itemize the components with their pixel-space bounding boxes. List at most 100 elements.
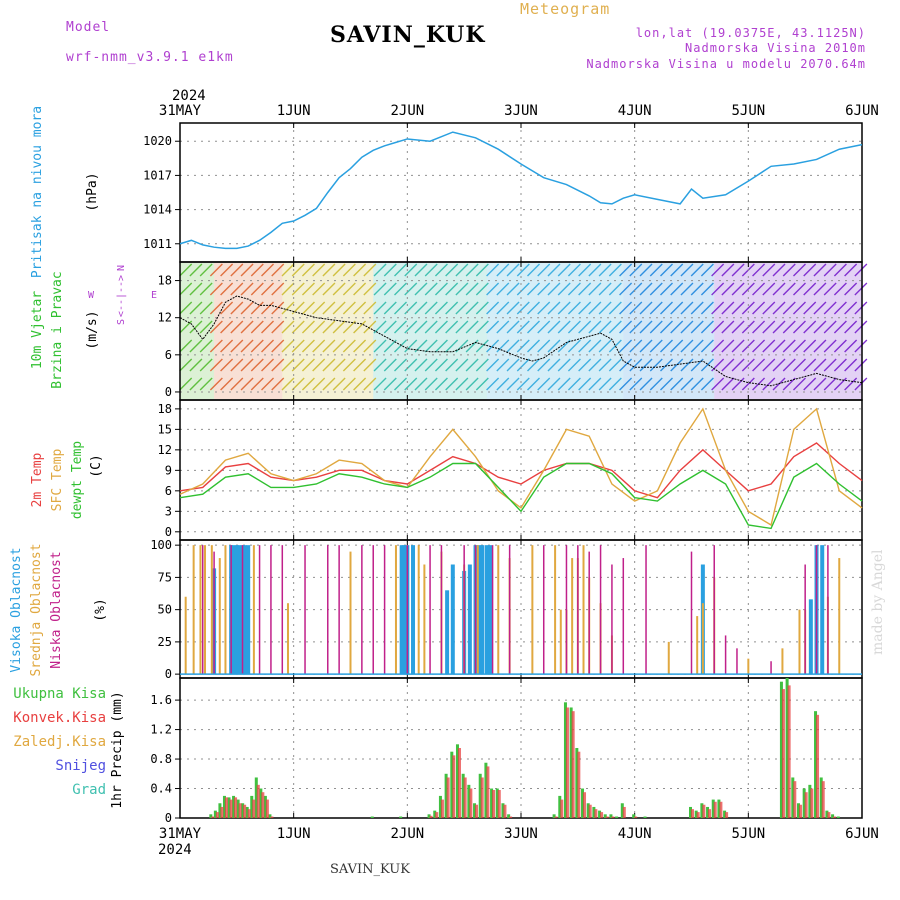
wind-barb [598, 377, 612, 391]
wind-speed-line [179, 295, 863, 387]
wind-barb [383, 358, 397, 372]
wind-barb [271, 377, 285, 391]
wind-barb [833, 358, 847, 372]
wind-barb [465, 282, 479, 296]
wind-barb [619, 320, 633, 334]
high-cloud-bar [242, 545, 247, 675]
total-precip-bar [825, 810, 829, 818]
wind-barb [322, 320, 336, 334]
x-date-label-top: 3JUN [504, 103, 538, 119]
wind-barb [659, 301, 673, 315]
wind-barb [383, 377, 397, 391]
wind-barb [475, 339, 489, 353]
total-precip-bar [399, 816, 403, 818]
wind-barb [363, 320, 377, 334]
wind-barb [342, 339, 356, 353]
wind-barb [823, 282, 837, 296]
low-cloud-bar [258, 545, 261, 675]
wind-barb [404, 320, 418, 334]
wind-barb [230, 377, 244, 391]
total-precip-bar [438, 795, 442, 818]
wind-barb [854, 339, 868, 353]
wind-barb [230, 339, 244, 353]
wind-barb [537, 282, 551, 296]
wind-barb [629, 320, 643, 334]
total-precip-bar [473, 803, 477, 818]
mid-cloud-axis-title: Srednja Oblacnost [29, 543, 44, 676]
total-precip-bar [586, 803, 590, 818]
wind-barb [567, 282, 581, 296]
total-precip-bar [213, 810, 217, 818]
wind-barb [792, 377, 806, 391]
wind-barb [537, 377, 551, 391]
conv-precip-bar [229, 799, 233, 818]
total-precip-bar [558, 795, 562, 818]
wind-barb [721, 377, 735, 391]
wind-barb [629, 301, 643, 315]
wind-barb [312, 339, 326, 353]
wind-barb [557, 377, 571, 391]
wind-barb [486, 263, 500, 277]
wind-barb [649, 282, 663, 296]
wind-color-band [714, 263, 862, 399]
total-precip-bar [569, 707, 573, 818]
wind-barb [394, 301, 408, 315]
wind-barb [465, 358, 479, 372]
total-precip-bar [836, 816, 840, 818]
wind-barb [322, 339, 336, 353]
conv-precip-bar [810, 788, 814, 818]
wind-barb [404, 339, 418, 353]
wind-barb [209, 339, 223, 353]
wind-barb [619, 301, 633, 315]
wind-barb [475, 263, 489, 277]
low-cloud-bar [429, 545, 431, 675]
wind-barb [578, 263, 592, 277]
wind-barb [312, 320, 326, 334]
wind-barb [496, 301, 510, 315]
total-precip-bar [209, 814, 213, 818]
wind-barb [189, 282, 203, 296]
mid-cloud-bar [559, 609, 562, 675]
wind-barb [527, 301, 540, 315]
wind-barb [762, 377, 776, 391]
total-precip-bar [222, 795, 226, 818]
altitude-label: Nadmorska Visina 2010m [685, 41, 866, 55]
wind-barb [588, 377, 602, 391]
high-cloud-bar [234, 545, 239, 675]
x-date-label-top: 6JUN [845, 103, 879, 119]
wind-barb [281, 377, 295, 391]
mid-cloud-bar [571, 558, 574, 675]
wind-barb [261, 320, 275, 334]
wind-barb [199, 339, 213, 353]
wind-barb [506, 358, 520, 372]
wind-barb [496, 282, 510, 296]
wind-barb [567, 301, 581, 315]
mid-cloud-bar [199, 545, 202, 675]
wind-barb [803, 377, 817, 391]
product-label: Meteogram [520, 0, 611, 18]
x-date-label-bottom: 31MAY [159, 826, 202, 842]
low-cloud-bar [406, 545, 409, 675]
low-cloud-bar [241, 545, 244, 675]
wind-barb [199, 320, 213, 334]
wind-barb [209, 263, 223, 277]
conv-precip-bar [480, 777, 484, 818]
mid-cloud-bar [667, 641, 670, 675]
y-tick-label: 1011 [143, 237, 172, 251]
wind-barb [353, 301, 367, 315]
wind-barb [291, 358, 305, 372]
wind-barb [731, 339, 745, 353]
wind-barb [547, 263, 561, 277]
wind-barb [598, 339, 612, 353]
wind-barb [854, 320, 868, 334]
wind-barb [230, 320, 244, 334]
wind-barb [486, 358, 500, 372]
low-cloud-bar [304, 545, 306, 675]
total-precip-bar [250, 795, 254, 818]
total-precip-bar [495, 788, 499, 818]
wind-barb [332, 377, 346, 391]
low-cloud-bar [542, 545, 545, 675]
panel-frame-pressure [179, 122, 863, 263]
wind-barb [813, 358, 827, 372]
wind-barb [598, 263, 612, 277]
